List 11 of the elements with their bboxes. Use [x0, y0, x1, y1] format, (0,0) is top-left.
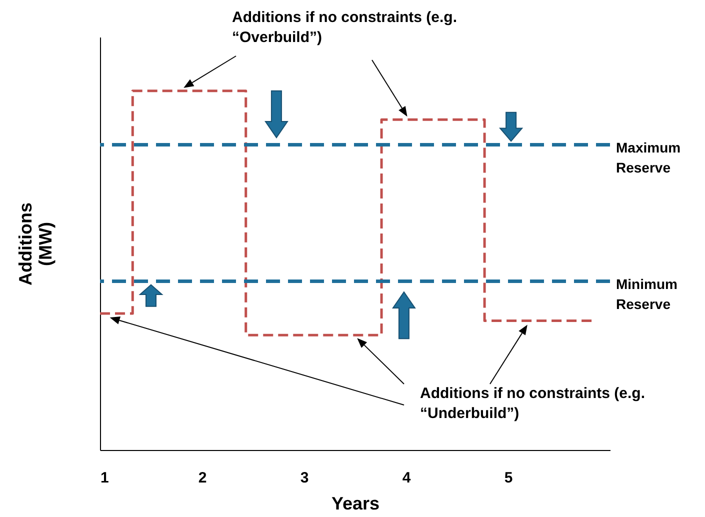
ref-line-label: Maximum Reserve: [616, 140, 681, 176]
ref-line-label: Minimum Reserve: [616, 276, 678, 312]
x-axis-title: Years: [331, 494, 380, 514]
x-tick-label: 1: [100, 470, 109, 486]
x-tick-label: 4: [402, 470, 412, 486]
x-tick-label: 5: [504, 470, 513, 486]
annotation: Additions if no constraints (e.g. “Underbuild”): [420, 384, 646, 424]
y-axis-title: Additions (MW): [16, 202, 56, 286]
x-tick-label: 2: [198, 470, 207, 486]
x-tick-label: 3: [300, 470, 309, 486]
text: Additions if no constraints (e.g. “Overbuild”): [232, 8, 458, 48]
